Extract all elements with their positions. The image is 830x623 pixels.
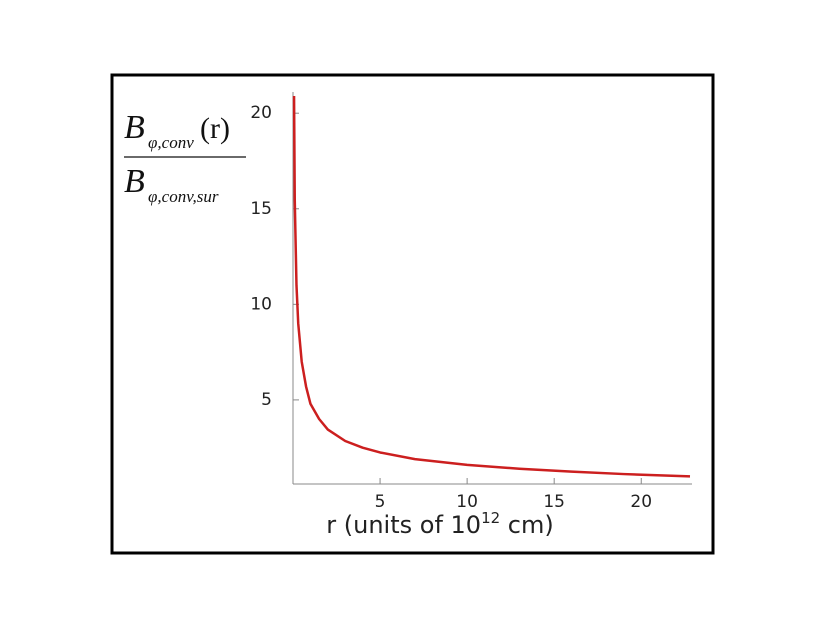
y-tick-label: 15	[250, 199, 272, 219]
x-tick-label: 15	[543, 492, 565, 512]
y-tick-label: 20	[250, 103, 272, 123]
x-label-exponent: 12	[481, 509, 500, 527]
denominator-subscript: φ,conv,sur	[148, 187, 219, 206]
y-tick-label: 5	[261, 390, 272, 410]
y-tick-label: 10	[250, 294, 272, 314]
x-label-main: r (units of 10	[326, 511, 481, 539]
numerator-subscript: φ,conv	[148, 133, 194, 152]
x-axis-label: r (units of 1012 cm)	[326, 509, 553, 539]
numerator-argument: (r)	[200, 112, 230, 145]
numerator-symbol: B	[124, 109, 145, 146]
x-label-unit: cm)	[500, 511, 554, 539]
data-line	[292, 95, 691, 478]
x-tick-label: 20	[630, 492, 652, 512]
x-tick-label: 10	[456, 492, 478, 512]
frame	[110, 73, 715, 555]
y-axis-label: B φ,conv (r) B φ,conv,sur	[124, 109, 246, 206]
x-tick-label: 5	[375, 492, 386, 512]
denominator-symbol: B	[124, 163, 145, 200]
